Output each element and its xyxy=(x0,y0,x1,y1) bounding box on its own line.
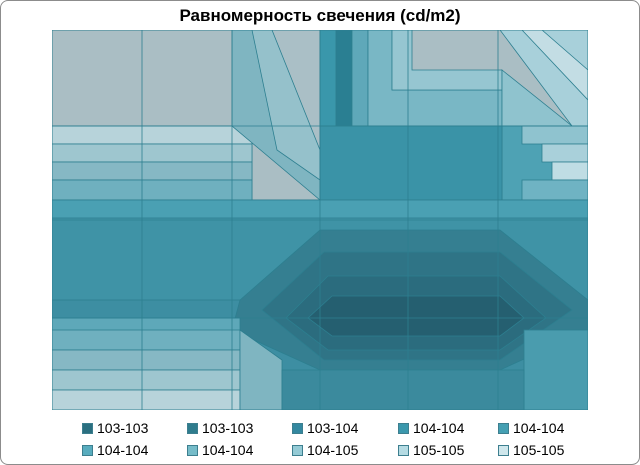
legend-swatch xyxy=(398,422,409,434)
contour-band xyxy=(239,329,283,410)
contour-band xyxy=(281,369,525,410)
legend-swatch xyxy=(82,444,93,456)
contour-band xyxy=(541,143,588,163)
heatmap-plot xyxy=(52,30,588,410)
chart-title: Равномерность свечения (cd/m2) xyxy=(179,6,461,25)
legend-item: 104-104 xyxy=(187,440,253,460)
legend-swatch xyxy=(498,444,509,456)
contour-band xyxy=(52,329,241,351)
legend-label: 104-105 xyxy=(307,442,359,458)
legend-swatch xyxy=(498,422,509,434)
contour-band xyxy=(52,389,241,410)
legend-label: 103-104 xyxy=(307,420,359,436)
legend-item: 104-104 xyxy=(82,440,148,460)
contour-band xyxy=(52,125,253,145)
legend-label: 104-104 xyxy=(97,442,149,458)
legend-label: 105-105 xyxy=(513,442,565,458)
legend-swatch xyxy=(292,444,303,456)
legend-swatch xyxy=(82,422,93,434)
legend-label: 104-104 xyxy=(202,442,254,458)
legend-item: 105-105 xyxy=(498,440,564,460)
legend: 103-103 103-103 103-104 104-104 104-104 … xyxy=(82,418,622,460)
contour-band xyxy=(521,179,588,201)
contour-band xyxy=(521,125,588,145)
legend-item: 105-105 xyxy=(398,440,464,460)
legend-label: 103-103 xyxy=(202,420,254,436)
legend-item: 103-104 xyxy=(292,418,358,438)
contour-band xyxy=(52,179,253,201)
contour-band xyxy=(521,30,588,101)
contour-band xyxy=(307,295,525,337)
legend-label: 104-104 xyxy=(513,420,565,436)
contour-band xyxy=(52,369,241,391)
legend-item: 103-103 xyxy=(187,418,253,438)
contour-band xyxy=(523,329,588,410)
legend-swatch xyxy=(398,444,409,456)
contour-band xyxy=(551,161,588,181)
legend-label: 103-103 xyxy=(97,420,149,436)
legend-swatch xyxy=(292,422,303,434)
contour-band xyxy=(52,349,241,371)
legend-label: 104-104 xyxy=(413,420,465,436)
legend-label: 105-105 xyxy=(413,442,465,458)
legend-item: 103-103 xyxy=(82,418,148,438)
contour-band xyxy=(351,30,369,127)
legend-swatch xyxy=(187,422,198,434)
contour-band xyxy=(52,143,253,163)
legend-item: 104-104 xyxy=(498,418,564,438)
legend-swatch xyxy=(187,444,198,456)
legend-item: 104-105 xyxy=(292,440,358,460)
contour-band xyxy=(52,161,253,181)
legend-item: 104-104 xyxy=(398,418,464,438)
